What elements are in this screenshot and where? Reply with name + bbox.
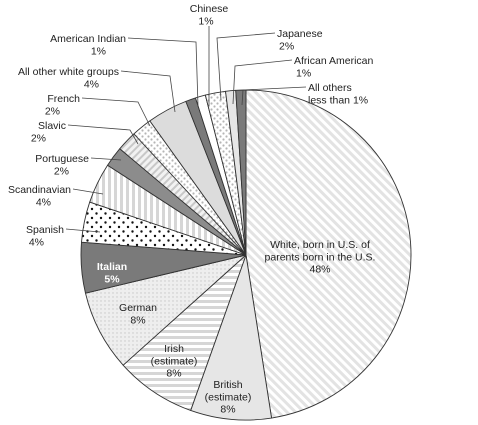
label-line: 5% — [104, 273, 120, 285]
label-line: 4% — [29, 236, 44, 248]
label-line: Italian — [97, 261, 127, 273]
slice-label: Italian 5% — [97, 261, 127, 285]
leader-line — [81, 97, 151, 127]
slice-label: French 2% — [45, 93, 80, 117]
label-line: Scandinavian — [8, 184, 71, 196]
label-line: African American — [294, 55, 374, 67]
callout-lines — [65, 26, 307, 233]
label-line: (estimate) — [151, 355, 198, 367]
slice-label: Japanese 2% — [277, 28, 323, 52]
label-line: Portuguese — [35, 153, 89, 165]
label-line: Slavic — [38, 120, 66, 132]
slice-label: African American 1% — [294, 55, 374, 79]
label-line: 2% — [31, 132, 46, 144]
slice-label: Chinese 1% — [190, 3, 229, 27]
label-line: 2% — [54, 165, 69, 177]
label-line: 48% — [309, 264, 330, 276]
label-line: American Indian — [50, 33, 126, 45]
label-line: German — [119, 302, 157, 314]
slice-label: American Indian 1% — [50, 33, 126, 57]
leader-line — [72, 188, 104, 195]
leader-line — [90, 157, 122, 161]
slice-label: All others less than 1% — [308, 82, 368, 106]
pie-slice — [245, 89, 412, 419]
leader-line — [127, 37, 199, 107]
slice-label: White, born in U.S. of parents born in th… — [265, 239, 376, 276]
label-line: 2% — [45, 105, 60, 117]
slice-label: Portuguese 2% — [35, 153, 89, 177]
pie-slices — [80, 89, 412, 421]
label-line: All other white groups — [18, 66, 119, 78]
slice-label: Spanish 4% — [26, 224, 64, 248]
slice-label: Slavic 2% — [31, 120, 66, 144]
slice-label: British (estimate) 8% — [205, 379, 252, 416]
leader-line — [232, 59, 293, 105]
slice-label: All other white groups 4% — [18, 66, 119, 90]
label-line: All others — [308, 82, 352, 94]
label-line: 1% — [198, 15, 213, 27]
label-line: 8% — [166, 368, 181, 380]
leader-line — [120, 70, 176, 113]
label-line: Spanish — [26, 224, 64, 236]
label-line: Japanese — [277, 28, 323, 40]
leader-line — [241, 86, 307, 106]
label-line: 4% — [84, 78, 99, 90]
slice-label: German 8% — [119, 302, 157, 326]
label-line: 8% — [220, 404, 235, 416]
label-line: British — [213, 379, 242, 391]
label-line: 8% — [130, 314, 145, 326]
slice-labels: White, born in U.S. of parents born in th… — [8, 3, 376, 416]
label-line: White, born in U.S. of — [270, 239, 370, 251]
leader-line — [67, 124, 139, 145]
label-line: 2% — [279, 40, 294, 52]
label-line: 4% — [36, 196, 51, 208]
label-line: French — [47, 93, 80, 105]
label-line: Irish — [164, 343, 184, 355]
slice-label: Irish (estimate) 8% — [151, 343, 198, 380]
label-line: (estimate) — [205, 391, 252, 403]
leader-line — [65, 228, 101, 233]
label-line: Chinese — [190, 3, 229, 15]
label-line: less than 1% — [308, 94, 368, 106]
slice-label: Scandinavian 4% — [8, 184, 71, 208]
label-line: 1% — [91, 45, 106, 57]
label-line: 1% — [296, 67, 311, 79]
leader-line — [216, 32, 276, 101]
label-line: parents born in the U.S. — [265, 251, 376, 263]
